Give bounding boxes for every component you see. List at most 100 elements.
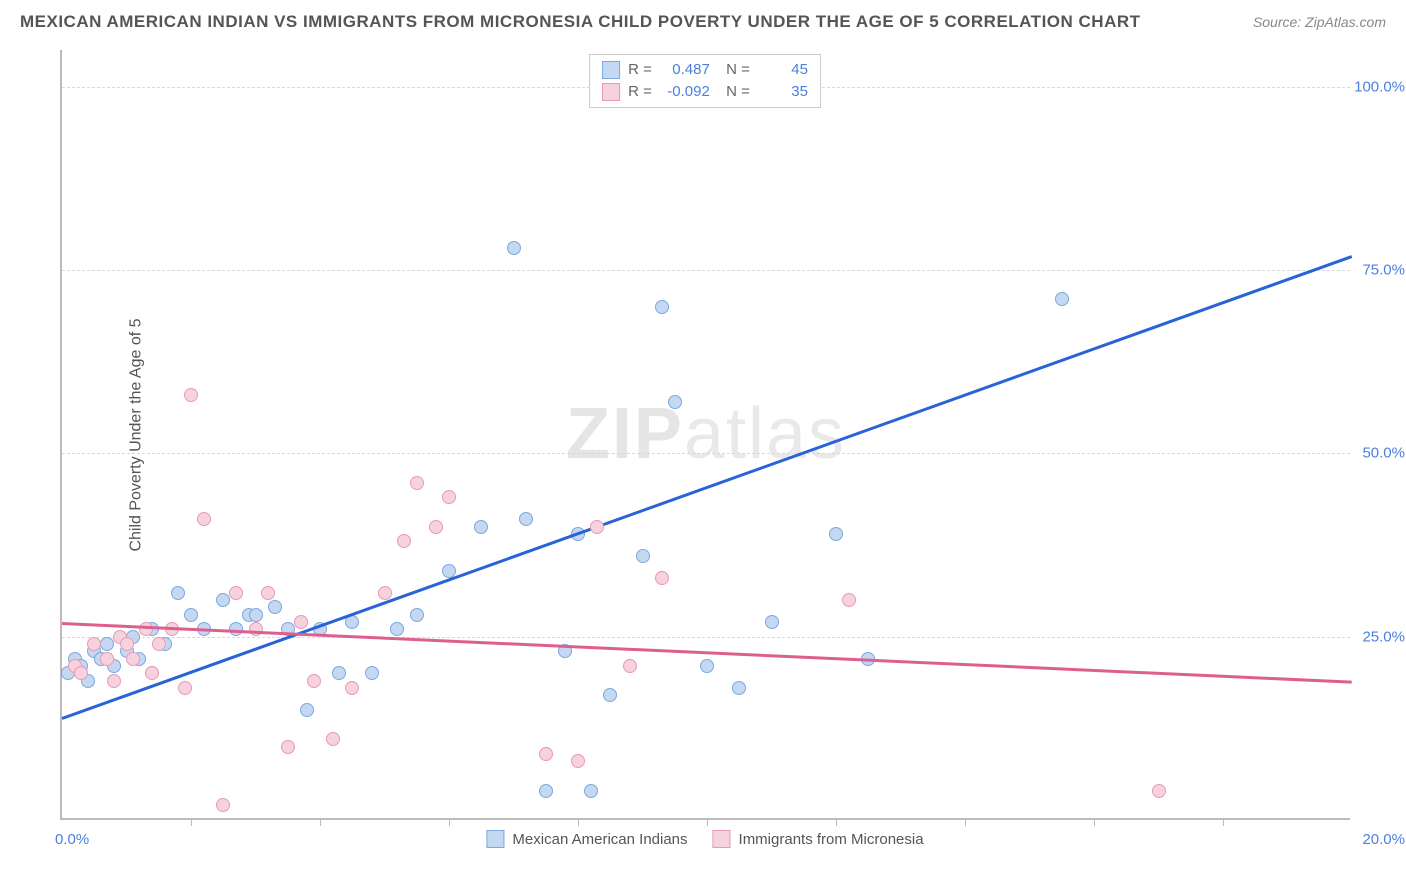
gridline	[62, 637, 1350, 638]
legend-swatch	[602, 83, 620, 101]
data-point	[249, 622, 263, 636]
data-point	[655, 571, 669, 585]
data-point	[474, 520, 488, 534]
data-point	[145, 666, 159, 680]
legend-label: Immigrants from Micronesia	[739, 831, 924, 848]
correlation-row: R = -0.092 N = 35	[602, 81, 808, 103]
data-point	[507, 241, 521, 255]
data-point	[294, 615, 308, 629]
data-point	[281, 740, 295, 754]
trend-line	[62, 622, 1352, 684]
data-point	[442, 490, 456, 504]
data-point	[842, 593, 856, 607]
data-point	[74, 666, 88, 680]
data-point	[345, 681, 359, 695]
data-point	[584, 784, 598, 798]
data-point	[126, 652, 140, 666]
data-point	[571, 754, 585, 768]
x-tick	[320, 818, 321, 826]
data-point	[829, 527, 843, 541]
data-point	[152, 637, 166, 651]
data-point	[765, 615, 779, 629]
data-point	[139, 622, 153, 636]
series-legend: Mexican American Indians Immigrants from …	[486, 830, 923, 848]
data-point	[184, 608, 198, 622]
legend-item: Mexican American Indians	[486, 830, 687, 848]
data-point	[668, 395, 682, 409]
x-axis-max-label: 20.0%	[1362, 831, 1405, 848]
watermark: ZIPatlas	[566, 393, 846, 475]
x-tick	[1223, 818, 1224, 826]
data-point	[216, 798, 230, 812]
data-point	[397, 534, 411, 548]
r-label: R =	[628, 59, 652, 81]
correlation-legend: R = 0.487 N = 45 R = -0.092 N = 35	[589, 54, 821, 108]
data-point	[603, 688, 617, 702]
legend-label: Mexican American Indians	[512, 831, 687, 848]
y-tick-label: 100.0%	[1354, 78, 1405, 95]
data-point	[1055, 292, 1069, 306]
data-point	[623, 659, 637, 673]
data-point	[332, 666, 346, 680]
x-tick	[578, 818, 579, 826]
data-point	[300, 703, 314, 717]
data-point	[636, 549, 650, 563]
data-point	[410, 608, 424, 622]
data-point	[378, 586, 392, 600]
source-label: Source: ZipAtlas.com	[1253, 14, 1386, 30]
data-point	[197, 512, 211, 526]
x-axis-min-label: 0.0%	[55, 831, 89, 848]
data-point	[539, 747, 553, 761]
plot-area: ZIPatlas 25.0%50.0%75.0%100.0%	[60, 50, 1350, 820]
correlation-row: R = 0.487 N = 45	[602, 59, 808, 81]
n-label: N =	[718, 59, 750, 81]
data-point	[700, 659, 714, 673]
data-point	[410, 476, 424, 490]
r-label: R =	[628, 81, 652, 103]
legend-swatch	[713, 830, 731, 848]
data-point	[390, 622, 404, 636]
y-tick-label: 50.0%	[1362, 445, 1405, 462]
data-point	[1152, 784, 1166, 798]
y-axis-title: Child Poverty Under the Age of 5	[128, 318, 146, 551]
gridline	[62, 453, 1350, 454]
data-point	[429, 520, 443, 534]
data-point	[590, 520, 604, 534]
y-tick-label: 25.0%	[1362, 628, 1405, 645]
data-point	[326, 732, 340, 746]
n-value: 35	[758, 81, 808, 103]
data-point	[519, 512, 533, 526]
data-point	[216, 593, 230, 607]
data-point	[120, 637, 134, 651]
data-point	[655, 300, 669, 314]
data-point	[229, 586, 243, 600]
data-point	[365, 666, 379, 680]
x-tick	[965, 818, 966, 826]
x-tick	[191, 818, 192, 826]
data-point	[178, 681, 192, 695]
data-point	[107, 674, 121, 688]
x-tick	[836, 818, 837, 826]
legend-swatch	[486, 830, 504, 848]
data-point	[249, 608, 263, 622]
data-point	[87, 637, 101, 651]
data-point	[184, 388, 198, 402]
chart-title: MEXICAN AMERICAN INDIAN VS IMMIGRANTS FR…	[20, 12, 1141, 32]
gridline	[62, 270, 1350, 271]
r-value: -0.092	[660, 81, 710, 103]
x-tick	[449, 818, 450, 826]
header: MEXICAN AMERICAN INDIAN VS IMMIGRANTS FR…	[20, 12, 1386, 32]
n-label: N =	[718, 81, 750, 103]
y-tick-label: 75.0%	[1362, 262, 1405, 279]
legend-item: Immigrants from Micronesia	[713, 830, 924, 848]
r-value: 0.487	[660, 59, 710, 81]
legend-swatch	[602, 61, 620, 79]
scatter-plot: ZIPatlas 25.0%50.0%75.0%100.0% Child Pov…	[60, 50, 1350, 820]
n-value: 45	[758, 59, 808, 81]
data-point	[100, 652, 114, 666]
data-point	[100, 637, 114, 651]
data-point	[539, 784, 553, 798]
data-point	[171, 586, 185, 600]
data-point	[268, 600, 282, 614]
x-tick	[707, 818, 708, 826]
